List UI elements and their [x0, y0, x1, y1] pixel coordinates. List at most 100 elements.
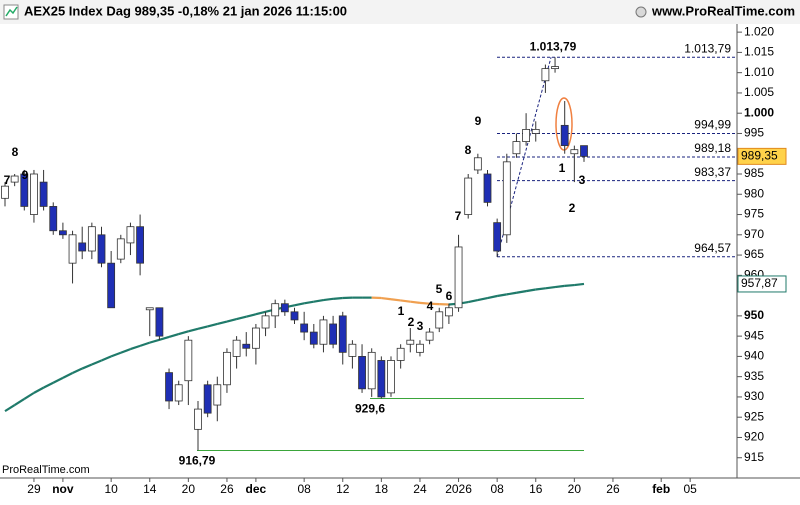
moving-average-segment — [574, 284, 584, 285]
candle-body — [243, 344, 250, 348]
wave-annotation: 9 — [475, 114, 482, 128]
level-label: 1.013,79 — [684, 41, 731, 55]
candle-body — [59, 231, 66, 235]
chart-title: AEX25 Index Dag 989,35 -0,18% 21 jan 202… — [24, 3, 347, 18]
level-label: 994,99 — [694, 118, 731, 132]
moving-average-segment — [333, 298, 343, 299]
wave-annotation: 6 — [446, 289, 453, 303]
wave-annotation: 3 — [579, 173, 586, 187]
candle-body — [561, 125, 568, 145]
candle-body — [175, 385, 182, 401]
candle-body — [156, 308, 163, 336]
ma-price-label: 957,87 — [741, 276, 778, 290]
candle-body — [137, 227, 144, 263]
candle-body — [262, 316, 269, 328]
candle-body — [388, 360, 395, 392]
wave-annotation: 4 — [427, 299, 434, 313]
wave-annotation: 8 — [12, 145, 19, 159]
moving-average-segment — [381, 298, 391, 299]
candle-body — [523, 129, 530, 141]
candle-body — [166, 373, 173, 401]
wave-annotation: 1 — [559, 161, 566, 175]
y-tick-label: 930 — [744, 389, 764, 403]
candle-body — [301, 324, 308, 332]
candle-body — [98, 235, 105, 263]
candle-body — [330, 324, 337, 344]
candle-body — [281, 304, 288, 312]
wave-annotation: 1 — [398, 304, 405, 318]
wave-annotation: 7 — [455, 209, 462, 223]
x-tick-label: 12 — [336, 482, 350, 496]
x-tick-label: 18 — [375, 482, 389, 496]
moving-average-segment — [401, 300, 411, 301]
candle-body — [204, 385, 211, 413]
wave-annotation: 3 — [417, 319, 424, 333]
candle-body — [127, 227, 134, 243]
candle-body — [368, 352, 375, 388]
y-tick-label: 940 — [744, 349, 764, 363]
support-label: 916,79 — [179, 454, 216, 468]
candle-body — [474, 158, 481, 170]
moving-average-segment — [545, 287, 555, 288]
candle-body — [397, 348, 404, 360]
y-tick-label: 1.020 — [744, 24, 774, 38]
candle-body — [11, 176, 18, 182]
y-tick-label: 1.000 — [744, 105, 774, 119]
y-tick-label: 970 — [744, 227, 764, 241]
moving-average-segment — [536, 288, 546, 289]
watermark: ProRealTime.com — [2, 464, 90, 476]
moving-average-segment — [555, 286, 565, 287]
x-tick-label: nov — [52, 482, 74, 496]
candle-body — [291, 312, 298, 320]
y-tick-label: 1.010 — [744, 65, 774, 79]
candle-body — [426, 332, 433, 340]
y-tick-label: 915 — [744, 450, 764, 464]
x-tick-label: 29 — [27, 482, 41, 496]
candle-body — [407, 340, 414, 344]
candle-body — [252, 328, 259, 348]
candle-body — [69, 235, 76, 263]
candle-body — [542, 69, 549, 81]
candle-body — [108, 263, 115, 308]
candle-body — [552, 67, 559, 69]
candle-body — [494, 223, 501, 251]
candle-body — [2, 186, 9, 198]
y-tick-label: 935 — [744, 369, 764, 383]
y-tick-label: 995 — [744, 126, 764, 140]
x-tick-label: 26 — [606, 482, 620, 496]
candle-body — [571, 150, 578, 154]
y-tick-label: 965 — [744, 247, 764, 261]
last-price-label: 989,35 — [741, 149, 778, 163]
candle-body — [185, 340, 192, 381]
candle-body — [223, 352, 230, 384]
candle-body — [378, 360, 385, 396]
candle-body — [503, 162, 510, 235]
candle-body — [532, 129, 539, 133]
x-tick-label: 24 — [413, 482, 427, 496]
x-tick-label: 20 — [568, 482, 582, 496]
candle-body — [233, 340, 240, 356]
candle-body — [445, 308, 452, 316]
candle-body — [272, 304, 279, 316]
y-tick-label: 1.015 — [744, 45, 774, 59]
candle-body — [320, 320, 327, 344]
settings-icon[interactable] — [636, 7, 646, 17]
x-tick-label: 14 — [143, 482, 157, 496]
candle-body — [416, 344, 423, 352]
x-tick-label: 10 — [104, 482, 118, 496]
peak-label: 1.013,79 — [530, 39, 577, 53]
moving-average-segment — [391, 299, 401, 300]
y-tick-label: 925 — [744, 409, 764, 423]
wave-annotation: 2 — [569, 201, 576, 215]
candle-body — [50, 206, 57, 230]
moving-average-segment — [410, 302, 420, 303]
site-url: www.ProRealTime.com — [651, 3, 795, 18]
candle-body — [79, 243, 86, 251]
candle-body — [195, 409, 202, 429]
moving-average-segment — [323, 299, 333, 300]
candle-body — [359, 356, 366, 388]
candle-body — [339, 316, 346, 352]
wave-annotation: 2 — [408, 315, 415, 329]
